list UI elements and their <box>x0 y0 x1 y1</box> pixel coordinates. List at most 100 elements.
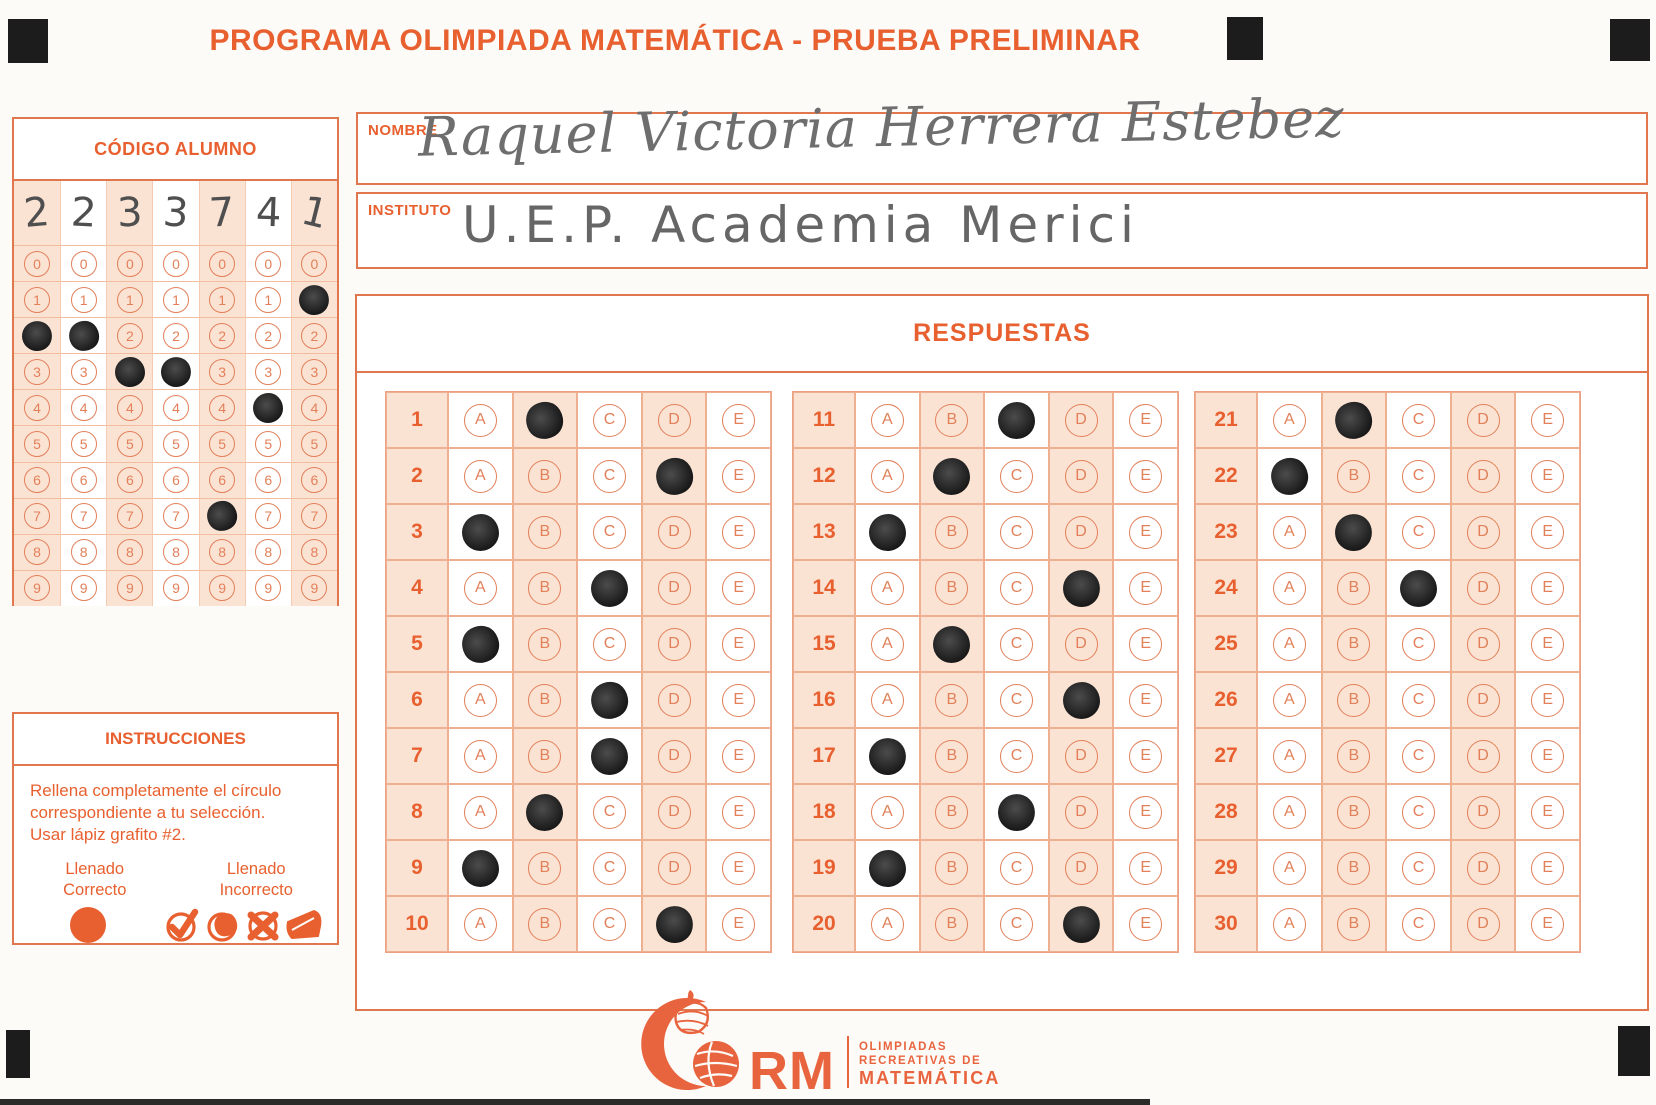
handwritten-digit: 4 <box>254 189 282 237</box>
orm-logo-mark <box>641 990 739 1090</box>
answer-bubble: E <box>1531 851 1565 885</box>
answer-cell: E <box>706 616 771 672</box>
answer-bubble: C <box>1401 627 1435 661</box>
answer-cell: B <box>1321 448 1387 504</box>
code-bubble: 2 <box>301 322 328 349</box>
answer-bubble: C <box>592 795 626 829</box>
code-bubble: 0 <box>116 250 143 277</box>
answer-bubble: B <box>528 515 562 549</box>
code-bubble: 9 <box>116 575 143 602</box>
answer-cell: E <box>1113 448 1178 504</box>
logo-subtitle: OLIMPIADAS RECREATIVAS DE MATEMÁTICA <box>858 1040 1001 1089</box>
answer-cell: A <box>855 616 920 672</box>
answer-cell: E <box>1515 728 1580 784</box>
answer-cell: C <box>577 784 642 840</box>
answer-bubble: B <box>935 515 969 549</box>
question-number: 2 <box>386 448 448 504</box>
code-bubble-cell: 1 <box>14 281 61 318</box>
answer-cell: C <box>984 616 1049 672</box>
student-code-digit-cell: 3 <box>106 181 153 245</box>
answer-bubble: C <box>592 515 626 549</box>
answer-cell: B <box>512 896 578 952</box>
registration-mark-bottom-left <box>6 1030 30 1078</box>
code-bubble-cell: 7 <box>60 497 107 534</box>
code-bubble: 3 <box>301 358 328 385</box>
answer-bubble: D <box>657 515 691 549</box>
question-number: 19 <box>793 840 855 896</box>
handwritten-digit: 3 <box>161 189 191 237</box>
answer-bubble: D <box>657 795 691 829</box>
answer-cell: B <box>512 504 578 560</box>
answer-cell: B <box>512 448 578 504</box>
code-bubble-cell: 1 <box>152 281 199 318</box>
code-bubble: 8 <box>162 539 189 566</box>
answer-bubble: C <box>1401 515 1435 549</box>
pencil-marked-answer <box>1264 450 1315 502</box>
instructions-line: Usar lápiz grafito #2. <box>30 825 186 845</box>
answer-cell <box>919 448 985 504</box>
code-bubble: 6 <box>209 467 236 494</box>
answer-cell: E <box>706 560 771 616</box>
answer-bubble: E <box>1531 459 1565 493</box>
code-bubble: 6 <box>70 467 97 494</box>
code-bubble-cell: 1 <box>60 281 107 318</box>
code-bubble-cell: 5 <box>198 425 245 462</box>
answer-cell: C <box>1386 896 1451 952</box>
answer-cell: C <box>1386 448 1451 504</box>
code-bubble: 6 <box>162 467 189 494</box>
code-bubble-cell: 7 <box>14 497 61 534</box>
question-number: 8 <box>386 784 448 840</box>
name-field-box: NOMBRE <box>356 112 1648 185</box>
code-bubble-cell: 0 <box>106 245 153 282</box>
answer-cell: E <box>706 728 771 784</box>
code-bubble-cell: 2 <box>106 317 153 354</box>
answer-bubble: B <box>935 795 969 829</box>
code-bubble-cell: 3 <box>290 353 337 390</box>
code-bubble-cell <box>60 315 107 357</box>
code-bubble-cell: 9 <box>244 569 291 606</box>
question-number: 13 <box>793 504 855 560</box>
answer-block-3: 21 A C D E 22 B C D E 23 A C D E 24 A B D E 25 A B C D E 26 A B C D E 27… <box>1194 391 1581 953</box>
answer-cell <box>855 504 920 560</box>
answer-cell: B <box>919 560 985 616</box>
answer-cell: C <box>984 840 1049 896</box>
code-bubble-cell: 2 <box>198 317 245 354</box>
answer-cell <box>1048 896 1114 952</box>
question-number: 5 <box>386 616 448 672</box>
code-bubble: 8 <box>301 539 328 566</box>
answer-cell: B <box>1321 672 1387 728</box>
answer-bubble: E <box>722 571 756 605</box>
answer-cell: A <box>1257 896 1322 952</box>
code-bubble: 9 <box>162 575 189 602</box>
circle-partial-fill-icon <box>207 911 238 942</box>
answer-bubble: D <box>657 571 691 605</box>
answer-cell: C <box>577 616 642 672</box>
answer-cell: C <box>1386 392 1451 448</box>
answer-cell: E <box>1113 840 1178 896</box>
answer-cell: D <box>1450 560 1516 616</box>
code-bubble-cell: 9 <box>14 569 61 606</box>
code-bubble: 1 <box>116 286 143 313</box>
answer-cell: B <box>1321 896 1387 952</box>
code-bubble: 4 <box>70 394 97 421</box>
answer-cell: C <box>984 896 1049 952</box>
question-number: 16 <box>793 672 855 728</box>
pencil-marked-answer <box>863 732 912 780</box>
pencil-marked-answer <box>1330 508 1378 556</box>
pencil-marked-answer <box>648 450 700 502</box>
question-number: 27 <box>1195 728 1257 784</box>
code-bubble: 9 <box>255 575 282 602</box>
code-bubble-cell: 9 <box>198 569 245 606</box>
code-bubble: 4 <box>162 394 189 421</box>
answer-bubble: A <box>1272 795 1306 829</box>
code-bubble-cell: 8 <box>152 533 199 570</box>
answer-bubble: C <box>999 571 1033 605</box>
answer-bubble: B <box>528 627 562 661</box>
code-bubble: 2 <box>162 322 189 349</box>
answer-cell: E <box>706 784 771 840</box>
code-bubble: 6 <box>116 467 143 494</box>
question-number: 14 <box>793 560 855 616</box>
code-bubble: 5 <box>301 431 328 458</box>
answer-cell <box>641 896 707 952</box>
question-number: 20 <box>793 896 855 952</box>
